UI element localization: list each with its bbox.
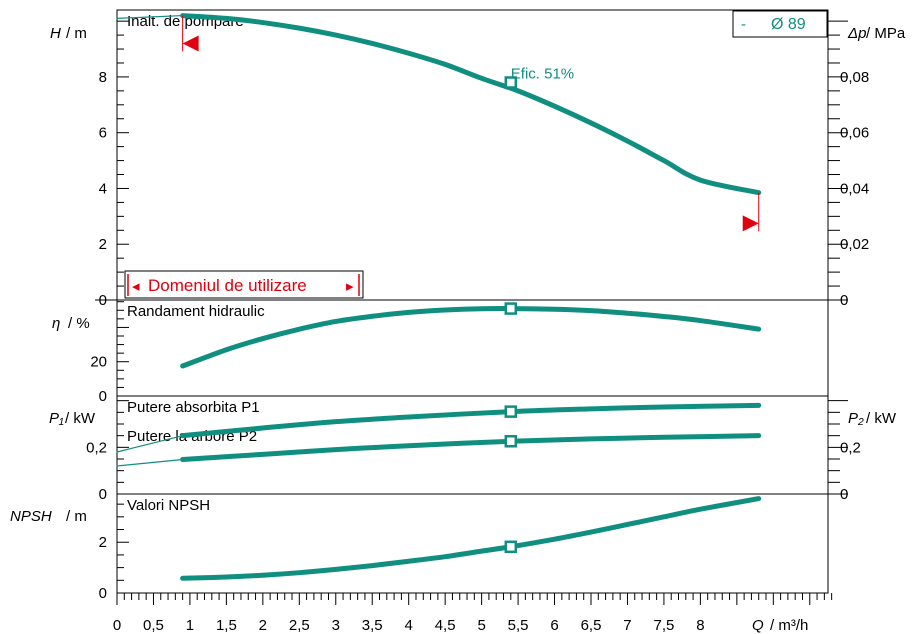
x-tick-label: 4,5 — [435, 617, 456, 634]
y-tick-label: 6 — [99, 125, 107, 142]
x-tick-label: 8 — [696, 617, 704, 634]
range-box — [124, 270, 364, 299]
y-tick-label: 2 — [99, 534, 107, 551]
y-axis-unit: / m — [66, 508, 87, 525]
curve-h-ext — [116, 14, 184, 19]
y-tick-label: 0 — [99, 486, 107, 503]
y-tick-label: 4 — [99, 180, 107, 197]
curve-npsh — [180, 496, 762, 581]
range-box-label: Domeniul de utilizare — [148, 276, 307, 295]
diameter-dash: - — [741, 16, 746, 33]
y-axis-label: H — [50, 25, 61, 42]
x-axis-unit: / m³/h — [770, 617, 808, 634]
operating-point-marker — [504, 435, 518, 448]
efficiency-annotation: Efic. 51% — [511, 66, 574, 83]
operating-point-marker — [504, 302, 518, 315]
y-tick-label: 0 — [99, 388, 107, 405]
x-tick-label: 7 — [623, 617, 631, 634]
y-tick-label: 20 — [90, 354, 107, 371]
x-tick-label: 3,5 — [362, 617, 383, 634]
panel-title: Putere absorbita P1 — [127, 399, 260, 416]
x-tick-label: 5,5 — [508, 617, 529, 634]
x-tick-label: 1,5 — [216, 617, 237, 634]
x-tick-label: 4 — [405, 617, 413, 634]
x-tick-label: 3 — [332, 617, 340, 634]
x-axis-label: Q — [752, 617, 764, 634]
y-tick-label: 0,2 — [86, 439, 107, 456]
curve-p2-ext — [116, 458, 184, 467]
curve-p1-ext — [116, 435, 184, 453]
axis-labels: 0 0,5 1 1,5 2 2,5 3 3,5 4 4,5 5 5,5 6 6,5 7 7,5 8 Q / m³/h… — [10, 13, 906, 634]
right-tick-label: 0,08 — [840, 69, 869, 86]
x-tick-label: 6,5 — [581, 617, 602, 634]
right-tick-label: 0 — [840, 486, 848, 503]
diameter-label: Ø 89 — [771, 16, 806, 33]
y-tick-label: 0 — [99, 585, 107, 602]
x-tick-label: 7,5 — [653, 617, 674, 634]
markers — [504, 76, 518, 554]
curve-h — [180, 13, 762, 196]
x-tick-label: 6 — [550, 617, 558, 634]
y-axis-label: P₁ — [49, 410, 64, 427]
right-tick-label: 0,06 — [840, 125, 869, 142]
y-axis-label: NPSH — [10, 508, 52, 525]
y-axis-unit: / % — [68, 315, 90, 332]
operating-point-marker — [504, 405, 518, 418]
x-tick-label: 1 — [186, 617, 194, 634]
x-tick-label: 5 — [477, 617, 485, 634]
range-limit-arrow — [182, 35, 199, 52]
range-box-arrow-left: ◂ — [132, 278, 140, 295]
curves — [116, 13, 762, 581]
x-tick-label: 2 — [259, 617, 267, 634]
overlays: Efic. 51% ◂ Domeniul de utilizare ▸ - Ø 89 — [124, 10, 828, 299]
y-axis-unit: / m — [66, 25, 87, 42]
right-tick-label: 0,2 — [840, 439, 861, 456]
y-axis-unit: / kW — [65, 410, 96, 427]
y-tick-label: 0 — [99, 292, 107, 309]
y-tick-label: 2 — [99, 236, 107, 253]
panel-title: Valori NPSH — [127, 497, 210, 514]
operating-point-marker — [504, 76, 518, 89]
curve-p1 — [180, 402, 762, 439]
right-tick-label: 0,04 — [840, 180, 869, 197]
x-tick-label: 0 — [113, 617, 121, 634]
range-box-arrow-right: ▸ — [346, 278, 354, 295]
x-tick-label: 2,5 — [289, 617, 310, 634]
operating-point-marker — [504, 540, 518, 554]
curve-p2 — [180, 433, 762, 462]
right-axis-label: Δp — [847, 25, 866, 42]
y-axis-label: η — [52, 315, 60, 332]
axis-ticks — [116, 20, 848, 605]
right-tick-label: 0,02 — [840, 236, 869, 253]
right-axis-unit: / kW — [866, 410, 897, 427]
curve-η — [180, 306, 762, 369]
panel-title: Randament hidraulic — [127, 303, 265, 320]
x-tick-label: 0,5 — [143, 617, 164, 634]
right-axis-label: P₂ — [848, 410, 864, 427]
diameter-badge — [732, 10, 828, 38]
y-tick-label: 8 — [99, 69, 107, 86]
range-limit-arrow — [742, 215, 759, 232]
right-tick-label: 0 — [840, 292, 848, 309]
right-axis-unit: / MPa — [866, 25, 906, 42]
